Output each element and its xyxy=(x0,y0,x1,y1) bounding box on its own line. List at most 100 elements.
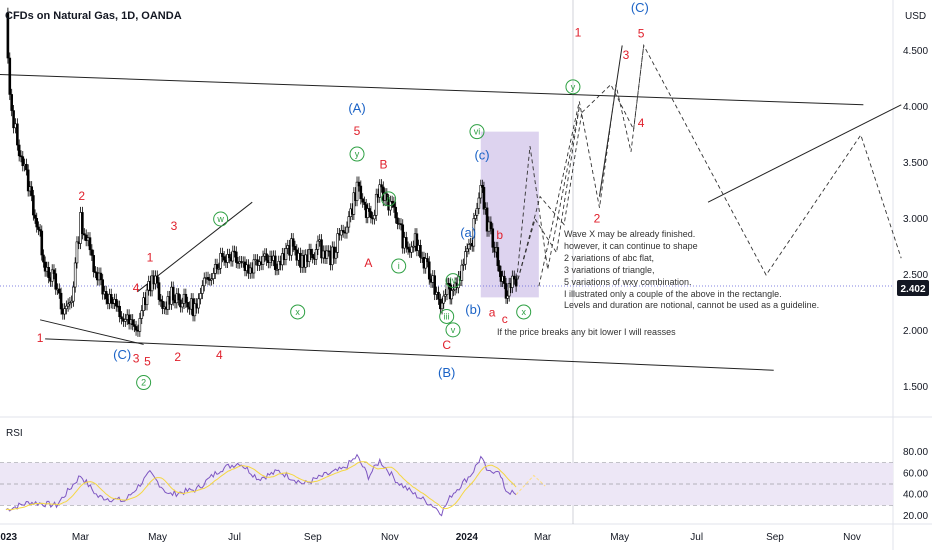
candle xyxy=(433,270,436,301)
candle xyxy=(133,319,136,333)
candle xyxy=(206,271,210,286)
candle-body xyxy=(57,288,61,294)
candle xyxy=(355,176,359,207)
wave-label: 3 xyxy=(623,48,630,62)
candle xyxy=(59,287,63,315)
candle xyxy=(16,118,19,151)
last-price-badge: 2.402 xyxy=(897,280,929,296)
candle xyxy=(70,295,73,309)
candle xyxy=(202,272,206,292)
candle xyxy=(63,303,66,320)
candle-body xyxy=(201,285,204,294)
candle-body xyxy=(265,253,268,261)
candle xyxy=(361,193,365,208)
wave-label: (c) xyxy=(474,148,489,163)
candle xyxy=(177,288,180,306)
candle xyxy=(512,270,516,285)
price-tick-label: 4.000 xyxy=(903,102,928,113)
wave-circle xyxy=(469,124,485,140)
candle-body xyxy=(16,123,19,146)
candle xyxy=(228,248,231,264)
wave-circle-text: y xyxy=(355,149,360,159)
candle-body xyxy=(134,326,138,331)
candle xyxy=(157,277,161,306)
projection-path xyxy=(581,45,645,131)
candle xyxy=(472,212,476,252)
time-tick-label: Sep xyxy=(304,532,322,543)
candle xyxy=(390,195,394,209)
candle-body xyxy=(199,293,202,300)
candle-body xyxy=(180,303,184,308)
wave-label: 4 xyxy=(133,281,140,295)
warning-note: If the price breaks any bit lower I will… xyxy=(497,327,676,337)
candle-body xyxy=(222,256,226,261)
candle xyxy=(380,179,383,193)
candle-body xyxy=(380,184,383,188)
candle xyxy=(464,245,467,270)
wave-circle-text: ii xyxy=(387,194,391,204)
candle xyxy=(201,280,204,300)
candle-body xyxy=(394,206,397,219)
candle-body xyxy=(54,273,58,290)
last-price-value: 2.402 xyxy=(900,284,925,295)
price-tick-label: 3.000 xyxy=(903,214,928,225)
candle xyxy=(462,258,465,271)
candle-body xyxy=(442,295,446,304)
candle xyxy=(401,219,405,254)
candle xyxy=(309,243,313,260)
candle-body xyxy=(419,245,422,258)
currency-label[interactable]: USD xyxy=(905,11,926,22)
candle xyxy=(47,261,50,284)
candle-body xyxy=(202,277,206,287)
candle-body xyxy=(307,249,311,262)
candle xyxy=(491,223,495,253)
candle-body xyxy=(109,294,113,304)
candle xyxy=(90,244,94,261)
note-line: 5 variations of wxy combination. xyxy=(564,277,692,287)
candle xyxy=(33,209,37,224)
candle xyxy=(347,211,351,233)
candle xyxy=(114,293,118,312)
candle-body xyxy=(475,208,479,216)
wave-circle xyxy=(439,308,455,324)
candle-body xyxy=(293,246,297,251)
candle-body xyxy=(210,278,213,281)
candle xyxy=(124,313,127,327)
candle-body xyxy=(35,217,39,228)
rsi-line xyxy=(5,453,517,517)
wave-label: (C) xyxy=(631,0,649,15)
time-tick-label: May xyxy=(610,532,629,543)
wave-label: 5 xyxy=(144,355,151,369)
candle-body xyxy=(314,249,318,260)
trend-line xyxy=(45,338,774,371)
rsi-tick-label: 40.00 xyxy=(903,490,928,501)
candle xyxy=(482,181,486,215)
candle-body xyxy=(498,265,501,272)
candle xyxy=(215,258,219,275)
candle xyxy=(66,298,70,312)
candle xyxy=(485,202,489,237)
candle-body xyxy=(462,263,465,266)
projection-path xyxy=(538,43,902,287)
wave-circle-label: x xyxy=(516,304,532,320)
wave-circle xyxy=(381,191,397,207)
axes: 4.500 4.000 3.500 3.000 2.500 2.000 1.500 2023 M… xyxy=(0,46,928,543)
candle xyxy=(475,202,479,221)
time-tick-label: 2024 xyxy=(456,532,479,543)
wave-circle-label: ii xyxy=(381,191,397,207)
candle-body xyxy=(37,226,40,230)
wave-circle-text: 2 xyxy=(141,378,146,388)
candle xyxy=(340,224,343,241)
candle-body xyxy=(65,305,68,310)
wave-circle-label: y xyxy=(565,79,581,95)
projection-path xyxy=(515,106,580,287)
note-line: 2 variations of abc flat, xyxy=(564,253,654,263)
candle xyxy=(293,240,297,256)
candle-body xyxy=(40,230,44,256)
candle-body xyxy=(511,275,514,288)
time-tick-label: Mar xyxy=(72,532,90,543)
wave-circle-label: 2 xyxy=(136,375,152,391)
candle xyxy=(273,250,277,276)
rsi-label[interactable]: RSI xyxy=(6,428,23,439)
